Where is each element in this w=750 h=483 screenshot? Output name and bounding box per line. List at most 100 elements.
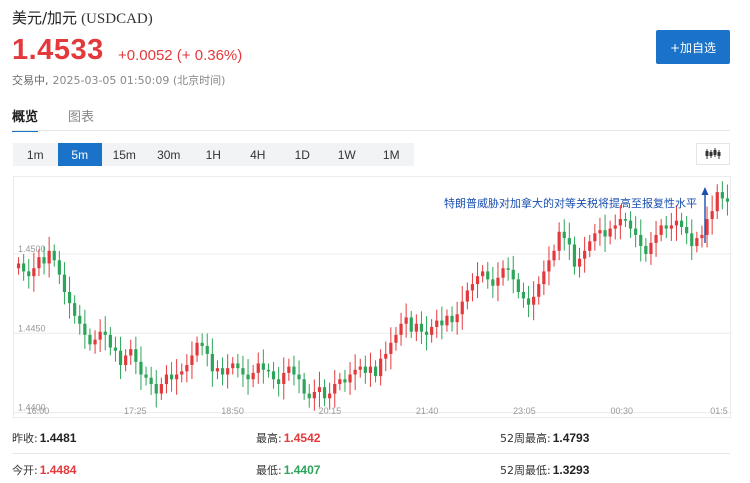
period-15m[interactable]: 15m: [112, 147, 136, 162]
candle-body: [236, 363, 240, 369]
period-1h[interactable]: 1H: [205, 147, 221, 162]
period-1mo[interactable]: 1M: [382, 147, 400, 162]
stat-prev-close: 昨收: 1.4481: [12, 430, 76, 446]
candle-body: [118, 350, 123, 365]
tab-overview[interactable]: 概览: [12, 106, 39, 132]
candle-body: [154, 384, 158, 394]
candle-body: [37, 257, 41, 269]
candle-body: [200, 342, 204, 346]
candle-body: [491, 279, 495, 286]
candle-body: [654, 234, 658, 243]
candle-body: [103, 331, 107, 335]
candle-body: [409, 317, 413, 332]
candle-body: [251, 372, 255, 380]
stat-label: 52周最高:: [500, 432, 551, 445]
candle-body: [333, 384, 337, 394]
period-5m[interactable]: 5m: [57, 143, 102, 166]
candle-body: [373, 366, 378, 377]
candle-body: [634, 228, 638, 235]
candle-body: [674, 220, 679, 226]
period-4h[interactable]: 4H: [250, 147, 266, 162]
stat-value: 1.4793: [552, 431, 590, 445]
candle-body: [685, 227, 689, 234]
period-1d[interactable]: 1D: [294, 147, 310, 162]
candle-body: [598, 230, 602, 234]
x-tick-label: 17:25: [124, 406, 147, 416]
candle-body: [389, 342, 393, 354]
y-tick-label: 1.4500: [18, 244, 46, 254]
candle-body: [710, 211, 714, 220]
candle-body: [134, 349, 138, 362]
candle-body: [297, 374, 301, 380]
candle-body: [78, 315, 82, 324]
candle-body: [185, 365, 189, 372]
candle-body: [725, 198, 730, 202]
stat-52w-high: 52周最高: 1.4793: [500, 430, 589, 446]
stat-label: 最高:: [256, 432, 282, 445]
candle-body: [348, 374, 352, 383]
candle-body: [399, 323, 403, 335]
candle-body: [516, 279, 520, 293]
candle-body: [593, 233, 597, 242]
candle-body: [220, 368, 225, 375]
stat-value: 1.3293: [552, 463, 590, 477]
candle-body: [16, 263, 21, 269]
candle-body: [649, 242, 653, 254]
candle-body: [419, 323, 424, 332]
candle-body: [282, 372, 286, 385]
candle-body: [450, 315, 454, 323]
candle-body: [705, 219, 709, 235]
candle-body: [532, 296, 536, 305]
candle-body: [47, 250, 51, 264]
x-tick-label: 21:40: [416, 406, 439, 416]
stat-value: 1.4407: [283, 463, 321, 477]
candle-body: [190, 355, 194, 365]
stat-label: 52周最低:: [500, 464, 551, 477]
stat-label: 今开:: [12, 464, 38, 477]
x-tick-label: 16:00: [27, 406, 50, 416]
candle-body: [562, 231, 566, 239]
candle-body: [547, 260, 551, 272]
candle-body: [149, 377, 153, 385]
candle-body: [613, 225, 617, 229]
candle-body: [659, 225, 663, 235]
candle-body: [113, 347, 118, 351]
candle-body: [475, 276, 480, 285]
timestamp: 2025-03-05 01:50:09 (北京时间): [52, 74, 226, 87]
stat-low: 最低: 1.4407: [256, 462, 320, 478]
candle-body: [83, 323, 87, 335]
candle-body: [572, 244, 577, 267]
candle-body: [384, 353, 388, 359]
candle-body: [481, 271, 485, 277]
stat-52w-low: 52周最低: 1.3293: [500, 462, 589, 478]
candle-body: [241, 368, 245, 375]
x-tick-label: 18:50: [221, 406, 244, 416]
price-chart[interactable]: 1.4500 1.4450 1.4400 16:00 17:25 18:50 20:15 21…: [13, 176, 732, 418]
candle-body: [404, 317, 408, 324]
stat-label: 最低:: [256, 464, 282, 477]
add-watchlist-button[interactable]: +加自选: [656, 30, 730, 64]
candle-body: [175, 374, 179, 380]
candle-body: [460, 301, 464, 315]
period-1m[interactable]: 1m: [26, 147, 44, 162]
candle-body: [139, 361, 143, 375]
tab-chart[interactable]: 图表: [68, 110, 95, 125]
candle-body: [57, 260, 61, 275]
candle-body: [32, 268, 36, 277]
candle-body: [445, 315, 449, 326]
candle-body: [180, 371, 184, 375]
candle-body: [639, 234, 643, 247]
candle-body: [210, 353, 214, 372]
candle-body: [256, 363, 260, 373]
instrument-name: 美元/加元: [12, 9, 78, 27]
candle-body: [679, 220, 684, 227]
candle-body: [129, 349, 133, 356]
candle-body: [22, 263, 26, 272]
period-30m[interactable]: 30m: [157, 147, 181, 162]
candle-body: [379, 358, 383, 377]
y-tick-label: 1.4400: [18, 403, 46, 413]
chart-type-button[interactable]: [696, 143, 730, 165]
period-1w[interactable]: 1W: [337, 147, 356, 162]
candle-body: [557, 231, 561, 251]
